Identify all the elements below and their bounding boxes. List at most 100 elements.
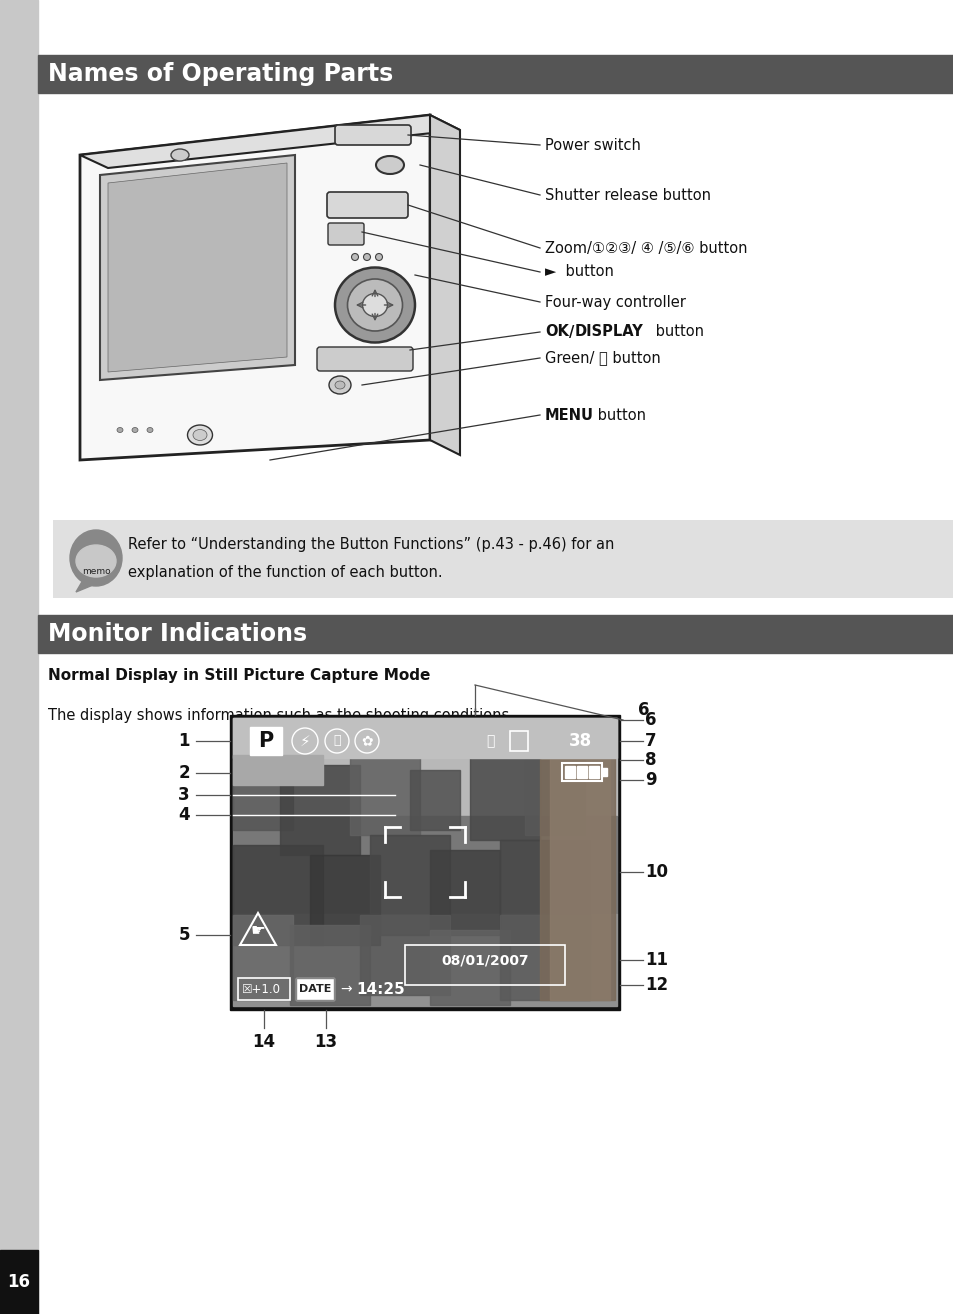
Ellipse shape <box>171 148 189 162</box>
Text: ☛: ☛ <box>251 921 265 940</box>
Bar <box>561 763 601 781</box>
Text: 7: 7 <box>644 732 656 750</box>
Polygon shape <box>100 155 294 380</box>
Bar <box>233 845 323 945</box>
Bar <box>233 717 617 758</box>
Text: ►  button: ► button <box>544 264 613 280</box>
Polygon shape <box>80 116 459 168</box>
Bar <box>0 0 38 1314</box>
Bar <box>350 756 419 834</box>
Text: 5: 5 <box>178 926 190 943</box>
Bar <box>233 816 617 915</box>
Text: Four-way controller: Four-way controller <box>544 294 685 310</box>
Text: DISPLAY: DISPLAY <box>575 325 643 339</box>
Polygon shape <box>76 579 92 593</box>
Text: Names of Operating Parts: Names of Operating Parts <box>48 62 393 85</box>
Ellipse shape <box>70 530 122 586</box>
Bar <box>233 915 293 1000</box>
Bar <box>310 855 379 945</box>
Text: Normal Display in Still Picture Capture Mode: Normal Display in Still Picture Capture … <box>48 668 430 683</box>
Text: Zoom/①②③/ ④ /⑤/⑥ button: Zoom/①②③/ ④ /⑤/⑥ button <box>544 240 747 255</box>
Ellipse shape <box>76 545 116 577</box>
Text: 9: 9 <box>644 771 656 788</box>
Bar <box>601 767 606 777</box>
Bar <box>430 930 510 1005</box>
Bar <box>295 978 334 1000</box>
Polygon shape <box>80 116 430 460</box>
Text: button: button <box>593 407 645 423</box>
Bar <box>233 717 617 816</box>
Text: ✿: ✿ <box>361 735 373 748</box>
Ellipse shape <box>335 268 415 343</box>
Bar <box>233 756 323 784</box>
Text: button: button <box>650 325 703 339</box>
Bar <box>539 756 615 1000</box>
Text: 16: 16 <box>8 1273 30 1290</box>
Ellipse shape <box>351 254 358 260</box>
Text: 4: 4 <box>178 805 190 824</box>
Bar <box>564 766 575 778</box>
Bar <box>233 915 617 1007</box>
Text: 14:25: 14:25 <box>356 982 405 996</box>
Bar <box>230 715 619 1010</box>
Text: 12: 12 <box>644 976 667 993</box>
Ellipse shape <box>347 279 402 331</box>
Ellipse shape <box>363 254 370 260</box>
FancyBboxPatch shape <box>328 223 364 244</box>
Text: 6: 6 <box>638 700 649 719</box>
Text: 08/01/2007: 08/01/2007 <box>440 953 528 967</box>
Ellipse shape <box>117 427 123 432</box>
Text: 8: 8 <box>644 752 656 769</box>
Bar <box>280 765 359 855</box>
Ellipse shape <box>132 427 138 432</box>
Text: 11: 11 <box>644 951 667 968</box>
Bar <box>577 766 586 778</box>
Bar <box>370 834 450 936</box>
Text: MENU: MENU <box>544 407 594 423</box>
Text: ⌛: ⌛ <box>333 735 340 748</box>
Text: Monitor Indications: Monitor Indications <box>48 622 307 646</box>
Bar <box>405 945 564 986</box>
Ellipse shape <box>193 430 207 440</box>
Bar <box>410 770 459 830</box>
FancyBboxPatch shape <box>335 125 411 145</box>
Bar <box>499 915 589 1000</box>
Ellipse shape <box>147 427 152 432</box>
Text: 38: 38 <box>568 732 591 750</box>
Text: →: → <box>340 982 352 996</box>
Bar <box>524 759 584 834</box>
FancyBboxPatch shape <box>327 192 408 218</box>
Text: OK: OK <box>544 325 568 339</box>
Bar <box>0 1250 38 1314</box>
Text: 14: 14 <box>253 1033 275 1051</box>
Bar <box>588 766 598 778</box>
Text: ⌕: ⌕ <box>485 735 494 748</box>
Bar <box>250 727 282 756</box>
Polygon shape <box>108 163 287 372</box>
Text: 13: 13 <box>314 1033 337 1051</box>
Ellipse shape <box>375 156 403 173</box>
Text: 2: 2 <box>178 763 190 782</box>
Text: /: / <box>568 325 574 339</box>
Bar <box>38 615 953 653</box>
Text: The display shows information such as the shooting conditions.: The display shows information such as th… <box>48 708 514 723</box>
Bar <box>237 978 290 1000</box>
Text: memo: memo <box>82 568 111 577</box>
Bar <box>290 925 370 1005</box>
Text: 6: 6 <box>644 711 656 729</box>
Bar <box>550 756 609 1000</box>
Text: DATE: DATE <box>298 984 331 993</box>
Text: Power switch: Power switch <box>544 138 640 152</box>
Bar <box>233 759 293 830</box>
Text: ⚡: ⚡ <box>299 733 310 749</box>
Bar <box>53 520 952 598</box>
Polygon shape <box>430 116 459 455</box>
Text: Refer to “Understanding the Button Functions” (p.43 - p.46) for an: Refer to “Understanding the Button Funct… <box>128 537 614 552</box>
Ellipse shape <box>362 293 387 317</box>
Bar <box>295 978 334 1000</box>
Text: Green/ ⓝ button: Green/ ⓝ button <box>544 351 660 365</box>
Bar <box>359 915 450 995</box>
Text: 10: 10 <box>644 863 667 880</box>
Bar <box>38 55 953 93</box>
Ellipse shape <box>329 376 351 394</box>
